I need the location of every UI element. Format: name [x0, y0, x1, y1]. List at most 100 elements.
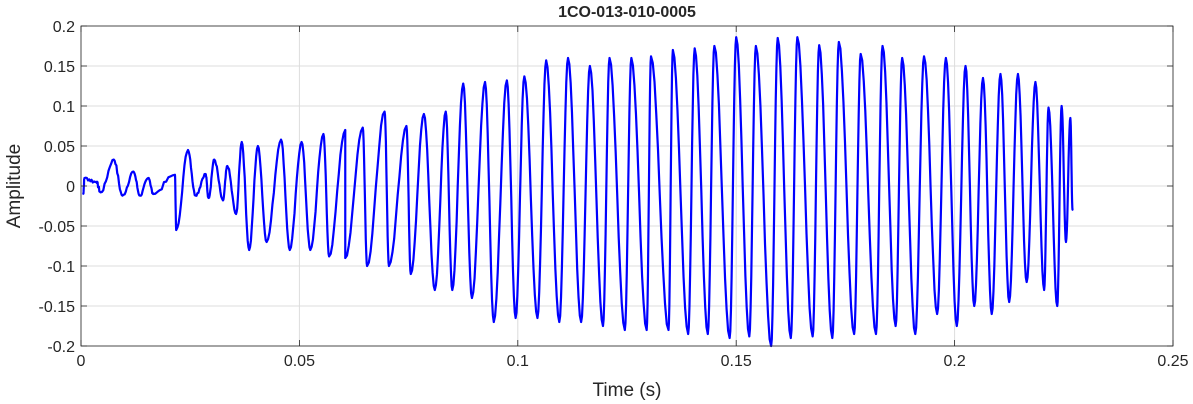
waveform-extremum-point	[405, 125, 408, 127]
waveform-extremum-point	[982, 77, 984, 79]
waveform-extremum-point	[671, 49, 674, 51]
waveform-extremum-point	[558, 321, 561, 323]
waveform-extremum-point	[1060, 105, 1063, 107]
y-tick-label: -0.2	[47, 339, 75, 356]
x-tick-label: 0.1	[507, 353, 529, 370]
waveform-extremum-point	[894, 325, 897, 327]
waveform-extremum-point	[462, 82, 465, 85]
waveform-extremum-point	[83, 177, 86, 179]
waveform-extremum-point	[187, 149, 189, 151]
waveform-extremum-point	[567, 57, 569, 59]
x-tick-label: 0.25	[1157, 353, 1188, 370]
waveform-extremum-point	[99, 191, 102, 194]
waveform-extremum-point	[811, 335, 814, 338]
waveform-extremum-point	[366, 265, 368, 267]
waveform-extremum-point	[923, 55, 925, 58]
x-tick-label: 0.15	[721, 353, 752, 370]
waveform-extremum-point	[484, 81, 486, 83]
waveform-extremum-point	[112, 158, 115, 161]
waveform-extremum-point	[1071, 209, 1074, 211]
waveform-extremum-point	[831, 337, 834, 339]
waveform-extremum-point	[1025, 281, 1028, 283]
waveform-extremum-point	[713, 45, 716, 47]
y-tick-label: 0.2	[53, 19, 75, 36]
waveform-extremum-point	[1065, 241, 1067, 243]
waveform-extremum-point	[121, 194, 124, 197]
waveform-extremum-point	[728, 337, 731, 339]
waveform-extremum-point	[623, 329, 626, 331]
waveform-extremum-point	[433, 289, 436, 291]
waveform-extremum-point	[693, 47, 696, 50]
chart-title: 1CO-013-010-0005	[558, 4, 696, 21]
waveform-extremum-point	[309, 249, 312, 251]
waveform-extremum-point	[944, 57, 947, 59]
waveform-extremum-point	[602, 325, 604, 327]
waveform-extremum-point	[936, 313, 939, 315]
waveform-extremum-point	[853, 333, 856, 335]
waveform-extremum-point	[235, 213, 237, 215]
waveform-extremum-point	[288, 249, 291, 251]
waveform-extremum-point	[973, 305, 976, 307]
y-tick-label: -0.05	[39, 219, 76, 236]
waveform-extremum-point	[451, 289, 454, 291]
waveform-extremum-point	[1047, 106, 1050, 109]
waveform-extremum-point	[139, 194, 141, 197]
y-axis-label: Amplitude	[4, 144, 25, 229]
waveform-extremum-point	[608, 57, 611, 59]
waveform-extremum-point	[514, 317, 517, 319]
waveform-extremum-point	[322, 133, 325, 135]
waveform-extremum-point	[754, 45, 757, 47]
waveform-extremum-point	[383, 110, 386, 113]
waveform-extremum-point	[471, 297, 473, 299]
waveform-extremum-point	[1017, 73, 1019, 75]
waveform-extremum-point	[388, 265, 390, 267]
waveform-extremum-point	[545, 59, 548, 62]
waveform-extremum-point	[213, 158, 216, 161]
waveform-extremum-point	[875, 333, 877, 335]
series-layer	[82, 36, 1074, 348]
x-tick-label: 0.2	[943, 353, 965, 370]
waveform-extremum-point	[1008, 301, 1011, 303]
waveform-extremum-point	[175, 229, 178, 231]
waveform-extremum-point	[257, 145, 259, 147]
waveform-extremum-point	[194, 194, 197, 197]
waveform-extremum-point	[132, 170, 135, 173]
y-tick-label: 0.1	[53, 99, 75, 116]
x-tick-label: 0	[77, 353, 86, 370]
waveform-extremum-point	[706, 333, 709, 335]
waveform-extremum-point	[248, 249, 251, 251]
y-tick-label: -0.15	[39, 299, 76, 316]
waveform-extremum-point	[650, 55, 652, 58]
waveform-extremum-point	[1069, 117, 1072, 119]
waveform-extremum-point	[174, 173, 176, 176]
waveform-extremum-point	[204, 173, 207, 175]
waveform-extremum-point	[837, 41, 840, 43]
waveform-extremum-point	[344, 257, 347, 259]
waveform-extremum-point	[505, 79, 508, 82]
waveform-extremum-point	[409, 273, 412, 275]
waveform-extremum-point	[914, 333, 917, 335]
waveform-extremum-point	[361, 126, 364, 129]
waveform-extremum-point	[776, 37, 779, 39]
waveform-extremum-point	[152, 193, 154, 195]
x-tick-label: 0.05	[284, 353, 315, 370]
waveform-extremum-point	[95, 181, 98, 183]
waveform-extremum-point	[881, 45, 884, 47]
waveform-extremum-point	[687, 333, 690, 335]
axis-ticks: 0 0.05 0.1 0.15 0.2 0.25 0.2 0.15 0.1 0.05 0 -0.05 -…	[39, 19, 1189, 370]
waveform-extremum-point	[1034, 81, 1037, 83]
waveform-extremum-point	[492, 321, 495, 323]
waveform-extremum-point	[240, 141, 243, 143]
y-tick-label: 0.05	[44, 139, 75, 156]
waveform-extremum-point	[667, 329, 670, 331]
waveform-extremum-point	[735, 36, 738, 39]
waveform-extremum-point	[226, 165, 229, 167]
waveform-extremum-point	[422, 113, 425, 115]
waveform-extremum-point	[859, 53, 862, 55]
waveform-extremum-point	[147, 177, 150, 179]
x-axis-label: Time (s)	[593, 380, 662, 401]
waveform-extremum-point	[1056, 305, 1059, 307]
waveform-extremum-point	[990, 313, 993, 315]
waveform-extremum-point	[796, 36, 799, 39]
